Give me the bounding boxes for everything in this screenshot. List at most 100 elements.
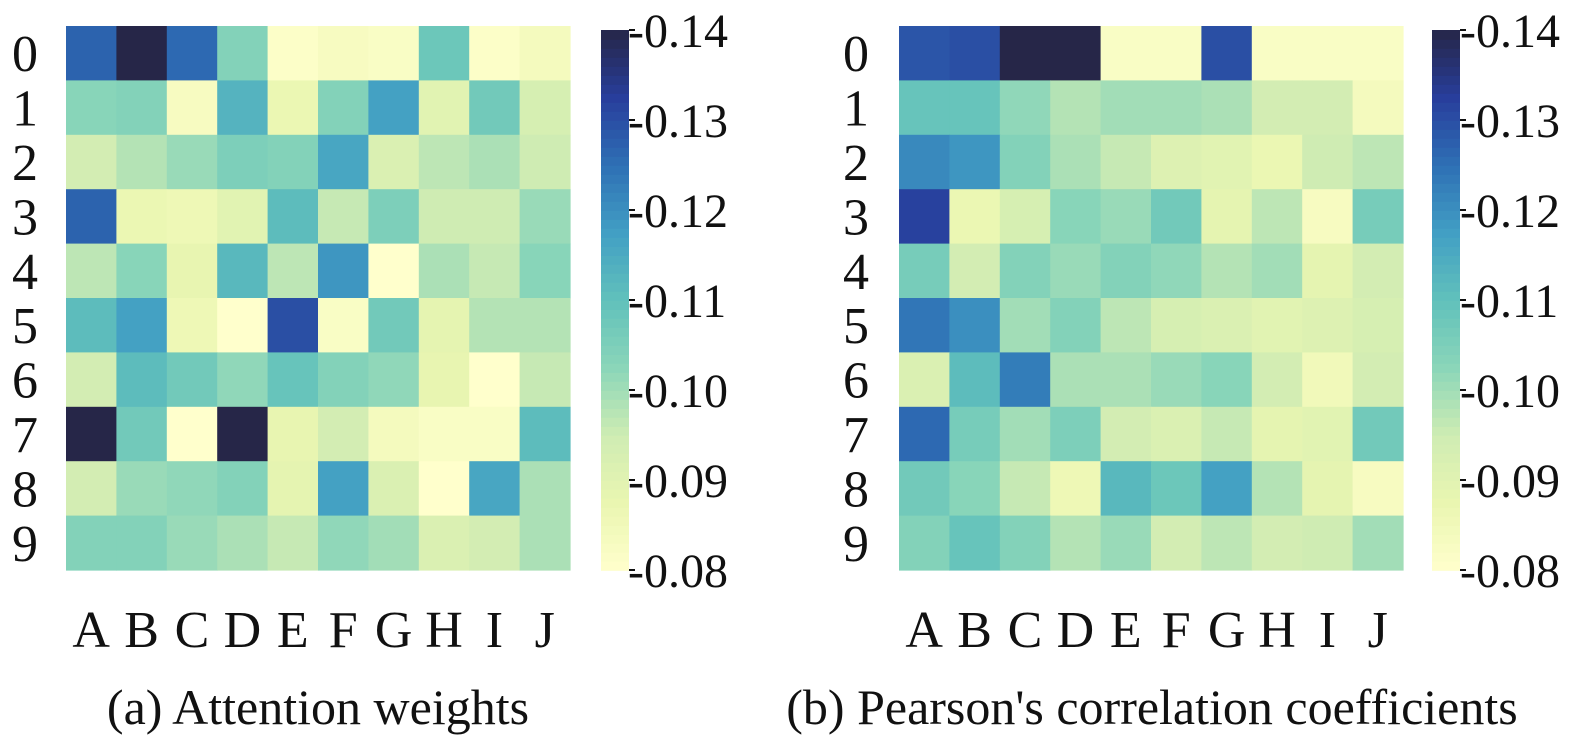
col-tick-label-A: A (72, 602, 110, 659)
heatmap-cell-3-H (418, 189, 470, 245)
heatmap-cell-0-C (999, 26, 1051, 81)
row-tick-label-7: 7 (12, 407, 38, 464)
col-tick-label-E: E (1110, 602, 1142, 659)
colorbar-segment (1432, 219, 1460, 229)
heatmap-cell-1-B (949, 80, 1001, 136)
col-tick-label-H: H (425, 602, 463, 659)
heatmap-cell-1-E (267, 80, 319, 136)
colorbar-tick-label-0.10: -0.10 (628, 365, 728, 418)
heatmap-cell-4-D (1050, 243, 1102, 299)
heatmap-cell-0-F (1151, 26, 1202, 81)
colorbar-segment (601, 525, 629, 535)
colorbar-segment (1432, 435, 1460, 445)
heatmap-cell-0-G (368, 26, 420, 81)
heatmap-cell-4-H (1251, 243, 1303, 299)
colorbar-segment (1432, 237, 1460, 247)
colorbar-segment (601, 543, 629, 553)
heatmap-cell-2-A (66, 134, 117, 190)
colorbar-segment (601, 309, 629, 319)
heatmap-cell-9-G (368, 515, 420, 571)
heatmap-cell-0-E (267, 26, 319, 81)
colorbar-segment (601, 336, 629, 346)
colorbar-segment (601, 417, 629, 427)
heatmap-cell-8-F (1151, 461, 1202, 517)
heatmap-cell-7-G (368, 406, 420, 462)
heatmap-cell-4-C (999, 243, 1051, 299)
heatmap-cell-7-F (1151, 406, 1202, 462)
col-tick-label-A: A (905, 602, 943, 659)
heatmap-cell-8-C (999, 461, 1051, 517)
heatmap-cell-1-J (519, 80, 571, 136)
heatmap-cell-4-G (368, 243, 420, 299)
heatmap-cell-6-J (1352, 352, 1404, 408)
heatmap-cell-8-A (899, 461, 950, 517)
colorbar-segment (601, 93, 629, 103)
colorbar-tick-label-0.08: -0.08 (628, 545, 728, 598)
colorbar-segment (601, 138, 629, 148)
col-tick-label-D: D (224, 602, 262, 659)
colorbar-tick-label-0.09: -0.09 (628, 455, 728, 508)
colorbar-segment (601, 534, 629, 544)
heatmap-cell-6-C (999, 352, 1051, 408)
colorbar-segment (1432, 57, 1460, 67)
heatmap-cell-3-B (949, 189, 1001, 245)
heatmap-cell-1-I (469, 80, 521, 136)
heatmap-cell-1-C (999, 80, 1051, 136)
colorbar-segment (1432, 39, 1460, 49)
heatmap-cell-8-B (949, 461, 1001, 517)
heatmap-cell-9-A (899, 515, 950, 571)
heatmap-cell-7-D (217, 406, 269, 462)
heatmap-cell-5-C (166, 298, 218, 353)
heatmap-cell-3-I (469, 189, 521, 245)
colorbar-segment (601, 201, 629, 211)
heatmap-cell-0-I (1302, 26, 1354, 81)
heatmap-cell-7-J (1352, 406, 1404, 462)
heatmap-cell-7-H (1251, 406, 1303, 462)
heatmap-cell-4-I (1302, 243, 1354, 299)
colorbar-segment (1432, 327, 1460, 337)
colorbar-segment (1432, 318, 1460, 328)
heatmap-cell-2-C (166, 134, 218, 190)
colorbar-tick-label-0.10: -0.10 (1460, 365, 1560, 418)
heatmap-cell-7-B (116, 406, 168, 462)
colorbar-segment (601, 57, 629, 67)
colorbar-segment (1432, 300, 1460, 310)
heatmap-cell-2-B (116, 134, 168, 190)
colorbar-segment (601, 498, 629, 508)
heatmap-cell-9-B (949, 515, 1001, 571)
row-tick-label-8: 8 (843, 461, 869, 518)
heatmap-cell-9-E (267, 515, 319, 571)
colorbar-segment (1432, 498, 1460, 508)
colorbar-segment (1432, 165, 1460, 175)
colorbar-segment (601, 75, 629, 85)
heatmap-cell-9-J (1352, 515, 1404, 571)
heatmap-cell-9-A (66, 515, 117, 571)
colorbar-segment (1432, 192, 1460, 202)
col-tick-label-F: F (1162, 602, 1191, 659)
heatmap-cell-6-D (1050, 352, 1102, 408)
colorbar-segment (601, 255, 629, 265)
heatmap-cell-6-F (1151, 352, 1202, 408)
colorbar-segment (601, 345, 629, 355)
colorbar-segment (1432, 246, 1460, 256)
colorbar-segment (601, 354, 629, 364)
heatmap-cell-5-H (418, 298, 470, 353)
heatmap-cell-1-G (368, 80, 420, 136)
colorbar-segment (1432, 372, 1460, 382)
heatmap-cell-6-I (1302, 352, 1354, 408)
row-tick-label-6: 6 (843, 353, 869, 410)
heatmap-cell-1-G (1201, 80, 1253, 136)
heatmap-cell-7-D (1050, 406, 1102, 462)
heatmap-cell-2-J (519, 134, 571, 190)
colorbar-segment (601, 444, 629, 454)
row-tick-label-0: 0 (12, 26, 38, 83)
heatmap-cell-7-G (1201, 406, 1253, 462)
heatmap-cell-1-H (418, 80, 470, 136)
colorbar-segment (601, 228, 629, 238)
heatmap-cell-6-E (1100, 352, 1152, 408)
colorbar-segment (1432, 291, 1460, 301)
colorbar-segment (1432, 471, 1460, 481)
heatmap-cell-7-E (1100, 406, 1152, 462)
colorbar-segment (1432, 138, 1460, 148)
heatmap-cell-4-I (469, 243, 521, 299)
